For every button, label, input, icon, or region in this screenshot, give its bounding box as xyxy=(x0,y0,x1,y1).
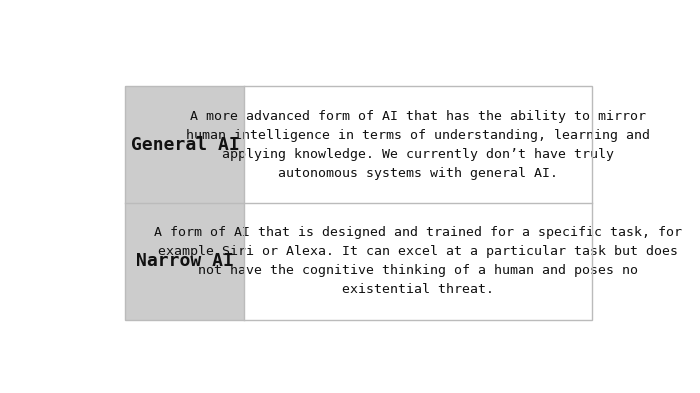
Bar xyxy=(125,203,244,320)
Text: A more advanced form of AI that has the ability to mirror
human intelligence in : A more advanced form of AI that has the … xyxy=(186,110,650,180)
Text: General AI: General AI xyxy=(131,136,239,154)
Bar xyxy=(244,86,592,203)
Bar xyxy=(244,203,592,320)
Text: A form of AI that is designed and trained for a specific task, for
example Siri : A form of AI that is designed and traine… xyxy=(154,226,682,296)
Bar xyxy=(125,86,592,320)
Text: Narrow AI: Narrow AI xyxy=(136,252,234,270)
Bar xyxy=(125,86,244,203)
